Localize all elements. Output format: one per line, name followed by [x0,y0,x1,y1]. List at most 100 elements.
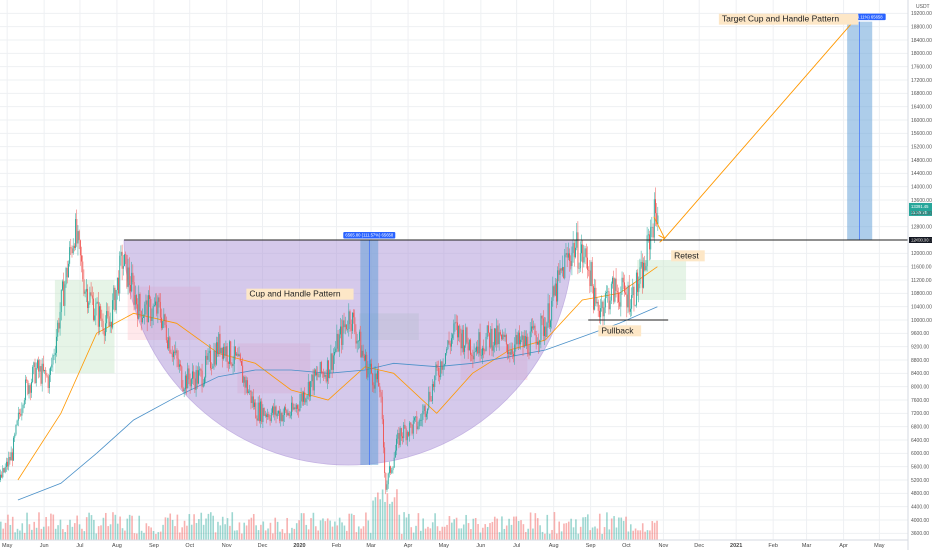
candle-body [517,332,519,345]
volume-bar [563,523,565,540]
candle-body [124,254,125,266]
candle-body [523,335,525,348]
volume-bar [95,533,98,540]
volume-bar [59,519,62,540]
time-axis[interactable]: May Jun Jul Aug Sep Oct Nov Dec 2020 Feb Mar Apr May… [0,539,908,549]
candle-body [392,467,394,471]
volume-bar [501,516,503,540]
candle-body [133,282,135,305]
candle-body [224,346,226,356]
price-tick-label: 9200.00 [911,344,929,350]
candle-body [449,343,451,347]
candle-body [161,317,162,329]
volume-bar [508,518,510,540]
price-tick-label: 19200.00 [911,11,932,17]
candle-body [571,252,573,266]
candle-body [603,307,605,317]
volume-bar [391,501,393,540]
candle-body [533,325,535,329]
measure-box-label-bg [343,232,396,239]
volume-bar [388,503,391,540]
candle-body [411,424,413,434]
volume-bar [310,518,312,540]
volume-bar [4,522,7,540]
candle-body [471,354,473,356]
candle-body [44,370,46,372]
resistance-price-tag [909,237,932,243]
price-tick-label: 9600.00 [911,331,929,337]
volume-bar [138,515,141,540]
candle-body [292,402,294,410]
volume-bar [236,530,238,540]
candle-body [452,334,454,339]
volume-bar [381,489,384,540]
candle-body [96,301,98,304]
candle-body [20,413,22,416]
candle-body [278,410,279,414]
candle-body [306,395,308,399]
candle-body [524,335,526,346]
candle-body [536,342,538,345]
candle-body [638,283,640,292]
volume-bar [33,521,36,540]
volume-bar [54,528,57,540]
candle-body [66,267,68,278]
time-tick-label: Oct [185,543,194,549]
volume-bar [548,533,551,540]
volume-bar [209,512,212,540]
candle-body [342,320,344,345]
candle-body [63,281,65,306]
candle-body [136,295,137,305]
volume-bar [126,518,129,540]
candle-body [287,412,289,416]
candle-body [402,436,403,439]
volume-bar [372,500,374,540]
annotation-target: Target Cup and Handle Pattern [722,14,839,24]
time-tick-label: May [2,543,13,549]
volume-bar [140,530,143,540]
candle-body [529,331,531,356]
candle-body [493,328,495,346]
volume-bar [124,530,126,540]
candle-body [499,332,501,335]
candle-body [77,231,79,244]
candle-body [152,305,154,318]
price-tick-label: 5200.00 [911,478,929,484]
price-axis[interactable]: 3600.00 4000.00 4400.00 4800.00 5200.00 5600.… [907,0,932,550]
candle-body [319,362,321,377]
candle-body [87,288,89,309]
candle-body [403,424,405,439]
candle-body [260,401,262,422]
candle-body [355,331,357,344]
candle-body [261,401,263,422]
candle-body [211,368,213,369]
candle-body [138,293,140,319]
volume-bar [386,493,389,540]
candle-body [237,353,239,357]
candle-body [192,371,193,379]
candle-body [490,328,492,348]
candle-body [255,402,257,419]
volume-bar [307,529,310,540]
volume-bar [649,530,651,540]
volume-bar [128,514,131,540]
volume-bar [589,530,592,540]
time-tick-label: Aug [112,543,122,549]
candle-body [322,372,324,374]
volume-bar [465,514,467,540]
candle-body [233,346,235,364]
candle-body [25,379,26,401]
candle-body [456,322,458,338]
price-tick-label: 11600.00 [911,264,932,270]
volume-bar [398,514,401,540]
candle-body [578,268,580,269]
candle-body [163,314,165,322]
candle-body [624,282,625,293]
time-tick-label: Dec [694,543,704,549]
candle-body [503,334,505,338]
candle-body [405,428,407,441]
volume-bar [171,519,174,540]
candle-body [121,251,123,269]
volume-bar [427,526,429,540]
